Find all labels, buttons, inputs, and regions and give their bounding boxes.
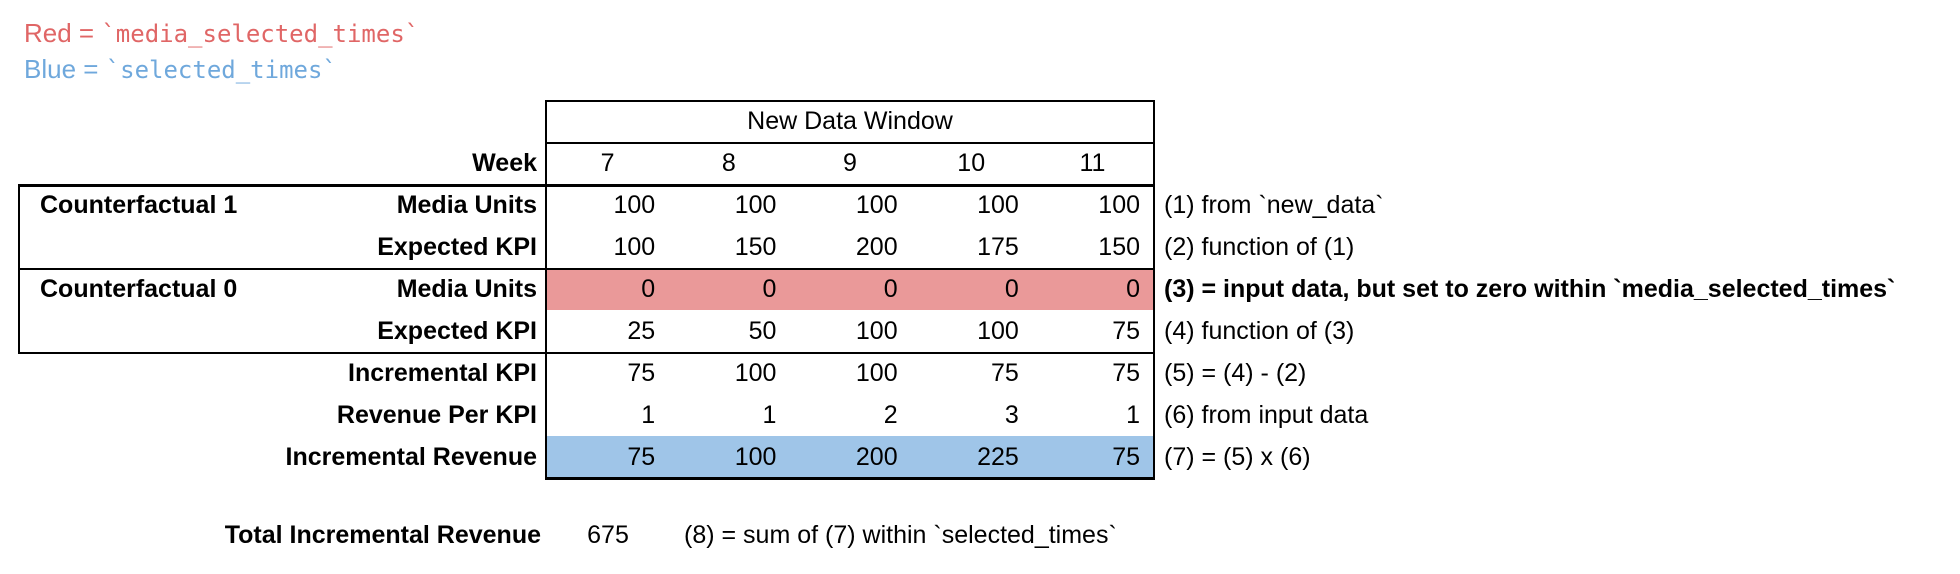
total-label: Total Incremental Revenue xyxy=(224,521,541,549)
table-border-right xyxy=(1153,100,1155,480)
week-cells: 7 8 9 10 11 xyxy=(547,142,1153,184)
data-cell: 100 xyxy=(977,191,1019,219)
data-cell: 100 xyxy=(734,359,777,387)
data-cell: 150 xyxy=(1098,233,1141,261)
row-label: Expected KPI xyxy=(377,233,537,261)
data-cell: 75 xyxy=(627,443,656,471)
data-cell: 75 xyxy=(627,359,656,387)
row-annotation: (1) from `new_data` xyxy=(1164,191,1384,219)
data-cell: 200 xyxy=(855,443,898,471)
data-cell: 200 xyxy=(855,233,898,261)
data-cell: 100 xyxy=(734,191,777,219)
row-cells-blue-highlight: 75 100 200 225 75 xyxy=(547,436,1153,478)
row-cells-red-highlight: 0 0 0 0 0 xyxy=(547,268,1153,310)
week-cell: 11 xyxy=(1079,149,1106,177)
group-box-left-border xyxy=(18,184,20,354)
week-label: Week xyxy=(472,149,537,177)
data-cell: 1 xyxy=(762,401,777,429)
data-cell: 25 xyxy=(627,317,656,345)
legend-red-eq: = xyxy=(71,18,102,48)
data-cell: 2 xyxy=(883,401,898,429)
week-cell: 8 xyxy=(721,149,736,177)
legend-blue-code: `selected_times` xyxy=(105,56,337,84)
row-annotation: (4) function of (3) xyxy=(1164,317,1355,345)
data-cell: 75 xyxy=(1112,443,1141,471)
total-value: 675 xyxy=(587,521,629,549)
table-border-bottom xyxy=(545,477,1155,480)
row-label: Revenue Per KPI xyxy=(336,401,537,429)
data-cell: 100 xyxy=(613,191,656,219)
new-data-window-header: New Data Window xyxy=(747,107,953,135)
data-cell: 100 xyxy=(1098,191,1141,219)
row-label: Incremental KPI xyxy=(348,359,537,387)
data-cell: 75 xyxy=(1112,317,1141,345)
data-cell: 0 xyxy=(641,275,656,303)
header-separator-line xyxy=(545,142,1155,144)
data-cell: 1 xyxy=(1126,401,1141,429)
data-cell: 100 xyxy=(855,359,898,387)
row-cells: 1 1 2 3 1 xyxy=(547,394,1153,436)
row-label: Incremental Revenue xyxy=(285,443,538,471)
counterfactual0-bottom-line xyxy=(18,352,1155,354)
data-cell: 150 xyxy=(734,233,777,261)
data-cell: 100 xyxy=(855,191,898,219)
row-annotation: (7) = (5) x (6) xyxy=(1164,443,1311,471)
legend-red-code: `media_selected_times` xyxy=(101,20,420,48)
row-cells: 100 150 200 175 150 xyxy=(547,226,1153,268)
data-cell: 100 xyxy=(977,317,1019,345)
data-cell: 100 xyxy=(734,443,777,471)
group-label-counterfactual-0: Counterfactual 0 xyxy=(40,275,238,303)
data-cell: 225 xyxy=(977,443,1019,471)
data-cell: 100 xyxy=(855,317,898,345)
data-cell: 3 xyxy=(1004,401,1019,429)
row-cells: 25 50 100 100 75 xyxy=(547,310,1153,352)
table-border-top xyxy=(545,100,1155,102)
row-label: Expected KPI xyxy=(377,317,537,345)
legend-blue-line: Blue = `selected_times` xyxy=(24,52,337,87)
data-cell: 175 xyxy=(977,233,1019,261)
data-cell: 0 xyxy=(762,275,777,303)
legend-red-line: Red = `media_selected_times` xyxy=(24,16,419,51)
week-cell: 10 xyxy=(957,149,986,177)
legend-blue-eq: = xyxy=(76,54,106,84)
week-cell: 9 xyxy=(843,149,857,177)
data-cell: 0 xyxy=(1126,275,1141,303)
data-cell: 100 xyxy=(613,233,656,261)
legend-red-label: Red xyxy=(24,18,72,48)
group-label-counterfactual-1: Counterfactual 1 xyxy=(40,191,238,219)
row-annotation: (5) = (4) - (2) xyxy=(1164,359,1307,387)
week-cell: 7 xyxy=(600,149,615,177)
data-cell: 0 xyxy=(883,275,898,303)
table-border-left xyxy=(545,100,547,480)
row-cells: 100 100 100 100 100 xyxy=(547,184,1153,226)
row-annotation: (3) = input data, but set to zero within… xyxy=(1164,275,1896,303)
data-cell: 75 xyxy=(1112,359,1141,387)
row-annotation: (2) function of (1) xyxy=(1164,233,1355,261)
data-cell: 50 xyxy=(748,317,777,345)
data-cell: 1 xyxy=(641,401,656,429)
row-label: Media Units xyxy=(396,191,537,219)
data-cell: 75 xyxy=(991,359,1019,387)
total-annotation: (8) = sum of (7) within `selected_times` xyxy=(684,521,1117,549)
counterfactual-divider-line xyxy=(18,268,1155,270)
row-label: Media Units xyxy=(396,275,537,303)
legend-blue-label: Blue xyxy=(24,54,77,84)
week-separator-line xyxy=(18,184,1155,187)
data-cell: 0 xyxy=(1004,275,1019,303)
row-cells: 75 100 100 75 75 xyxy=(547,352,1153,394)
row-annotation: (6) from input data xyxy=(1164,401,1369,429)
